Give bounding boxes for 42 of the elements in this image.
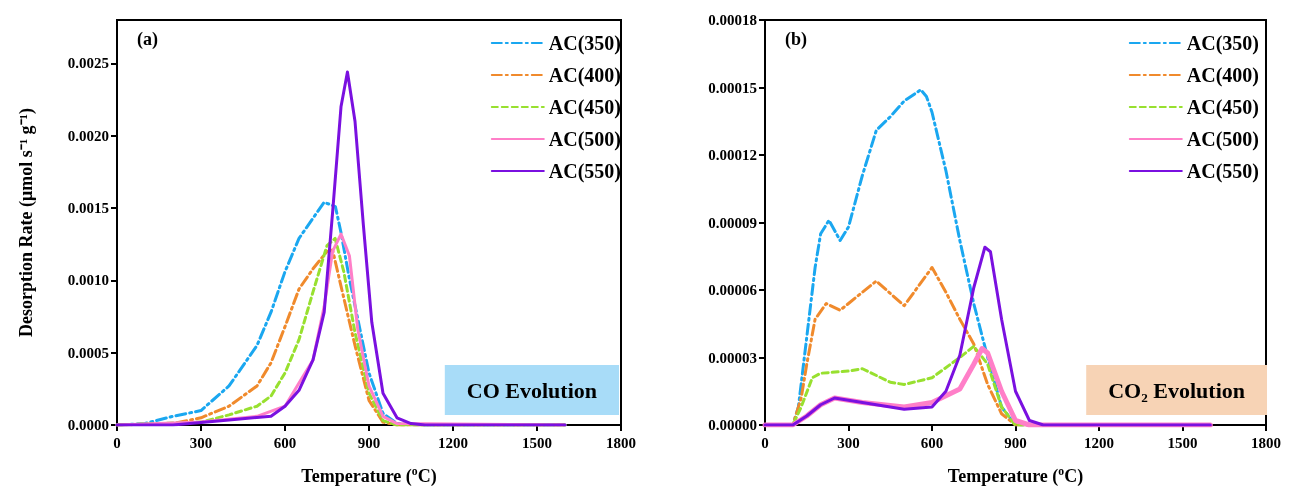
- x-tick-label: 1800: [1251, 434, 1281, 451]
- x-tick-label: 0: [113, 434, 121, 451]
- legend-label: AC(450): [1186, 96, 1260, 119]
- x-tick-label: 900: [1004, 434, 1027, 451]
- legend-label: AC(400): [548, 64, 622, 87]
- y-tick-label: 0.0025: [67, 55, 109, 72]
- legend-label: AC(450): [548, 96, 622, 119]
- x-tick-label: 1500: [1167, 434, 1198, 451]
- x-tick-label: 1200: [438, 434, 468, 451]
- legend-label: AC(350): [1186, 32, 1260, 55]
- x-tick-label: 900: [357, 434, 381, 451]
- x-tick-label: 1200: [1084, 434, 1114, 451]
- y-tick-label: 0.00003: [708, 349, 757, 366]
- annotation: (b): [785, 29, 807, 50]
- y-tick-label: 0.00018: [708, 12, 757, 28]
- legend-label: AC(500): [548, 128, 622, 151]
- annotation: CO₂ Evolution: [1108, 377, 1246, 403]
- y-tick-label: 0.0005: [67, 344, 109, 361]
- legend-label: AC(550): [548, 160, 622, 183]
- annotation: (a): [137, 29, 158, 50]
- x-tick-label: 300: [837, 434, 860, 451]
- y-tick-label: 0.0020: [67, 127, 109, 144]
- legend-label: AC(500): [1186, 128, 1260, 151]
- legend-label: AC(400): [1186, 64, 1260, 87]
- y-tick-label: 0.0010: [67, 272, 109, 289]
- y-tick-label: 0.00009: [708, 214, 757, 231]
- y-tick-label: 0.00006: [708, 282, 758, 298]
- x-tick-label: 600: [273, 434, 297, 451]
- x-tick-label: 0: [761, 434, 769, 451]
- y-tick-label: 0.00015: [708, 79, 757, 96]
- y-tick-label: 0.0000: [67, 417, 109, 433]
- legend-label: AC(350): [548, 32, 622, 55]
- y-tick-label: 0.00000: [708, 417, 757, 433]
- x-tick-label: 600: [920, 434, 944, 451]
- annotation: CO Evolution: [466, 377, 598, 403]
- x-tick-label: 1800: [606, 434, 636, 451]
- legend-label: AC(550): [1186, 160, 1260, 183]
- x-tick-label: 1500: [522, 434, 552, 451]
- y-tick-label: 0.0015: [67, 200, 109, 217]
- y-tick-label: 0.00012: [708, 147, 757, 163]
- x-tick-label: 300: [189, 434, 213, 451]
- y-axis-title: Desorption Rate (μmol s⁻¹ g⁻¹): [16, 108, 37, 337]
